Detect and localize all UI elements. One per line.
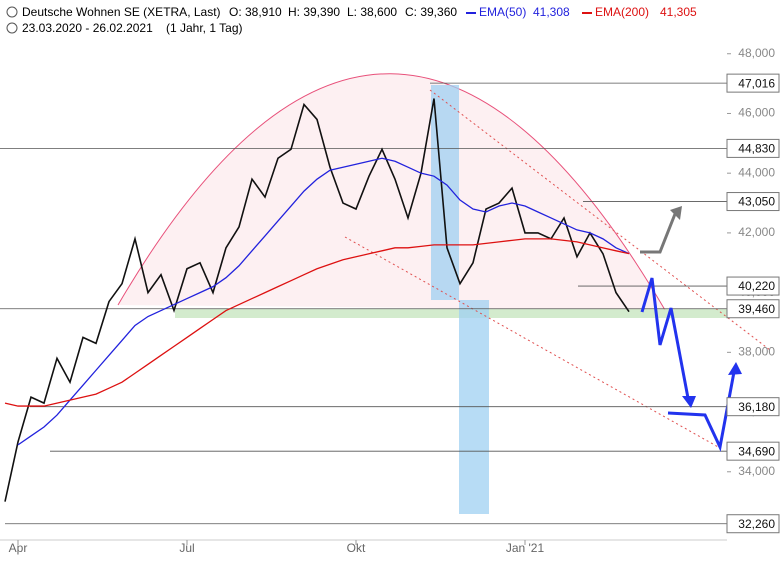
level-label: 34,690 xyxy=(738,444,775,458)
level-box xyxy=(726,514,780,534)
y-tick-label: 46,000 xyxy=(738,106,775,120)
x-tick-label: Okt xyxy=(347,541,366,555)
series-line xyxy=(17,157,630,446)
level-label: 36,180 xyxy=(738,400,775,414)
legend-label: EMA(50) xyxy=(479,5,526,19)
arrow-head xyxy=(670,206,682,220)
level-label: 39,460 xyxy=(738,302,775,316)
y-tick-label: 48,000 xyxy=(738,46,775,60)
icon xyxy=(6,6,18,18)
arrow xyxy=(640,213,677,254)
ohlc: C: 39,360 xyxy=(405,5,457,19)
level-box xyxy=(726,138,780,158)
legend-value: 41,305 xyxy=(660,5,697,19)
level-box xyxy=(726,73,780,93)
arrow-head xyxy=(682,396,696,408)
level-label: 40,220 xyxy=(738,279,775,293)
y-tick-label: 44,000 xyxy=(738,165,775,179)
level-label: 44,830 xyxy=(738,142,775,156)
level-box xyxy=(726,397,780,417)
arc xyxy=(117,73,666,311)
level-box xyxy=(726,441,780,461)
level-label: 32,260 xyxy=(738,517,775,531)
x-tick-label: Apr xyxy=(9,541,28,555)
period: (1 Jahr, 1 Tag) xyxy=(166,21,243,35)
support-band xyxy=(175,309,727,318)
plot xyxy=(0,53,731,525)
series-line xyxy=(4,98,630,502)
title: Deutsche Wohnen SE (XETRA, Last) xyxy=(22,5,221,19)
y-tick-label: 34,000 xyxy=(738,464,775,478)
ohlc: O: 38,910 xyxy=(229,5,282,19)
series-line xyxy=(4,238,630,407)
trend-line xyxy=(344,236,721,449)
trend-line xyxy=(429,89,771,351)
icon xyxy=(6,22,18,34)
arrow xyxy=(667,371,736,452)
legend-value: 41,308 xyxy=(533,5,570,19)
y-tick-label: 38,000 xyxy=(738,345,775,359)
level-label: 47,016 xyxy=(738,76,775,90)
level-box xyxy=(726,276,780,296)
legend-label: EMA(200) xyxy=(595,5,649,19)
level-label: 43,050 xyxy=(738,195,775,209)
y-tick-label: 42,000 xyxy=(738,225,775,239)
level-box xyxy=(726,299,780,319)
x-tick-label: Jul xyxy=(179,541,194,555)
subtitle: 23.03.2020 - 26.02.2021 xyxy=(22,21,153,35)
arrow-head xyxy=(728,362,742,375)
arc-fill xyxy=(118,73,665,310)
arrow xyxy=(640,277,690,399)
ohlc: H: 39,390 xyxy=(288,5,340,19)
ohlc: L: 38,600 xyxy=(347,5,397,19)
x-tick-label: Jan '21 xyxy=(506,541,545,555)
level-box xyxy=(726,192,780,212)
